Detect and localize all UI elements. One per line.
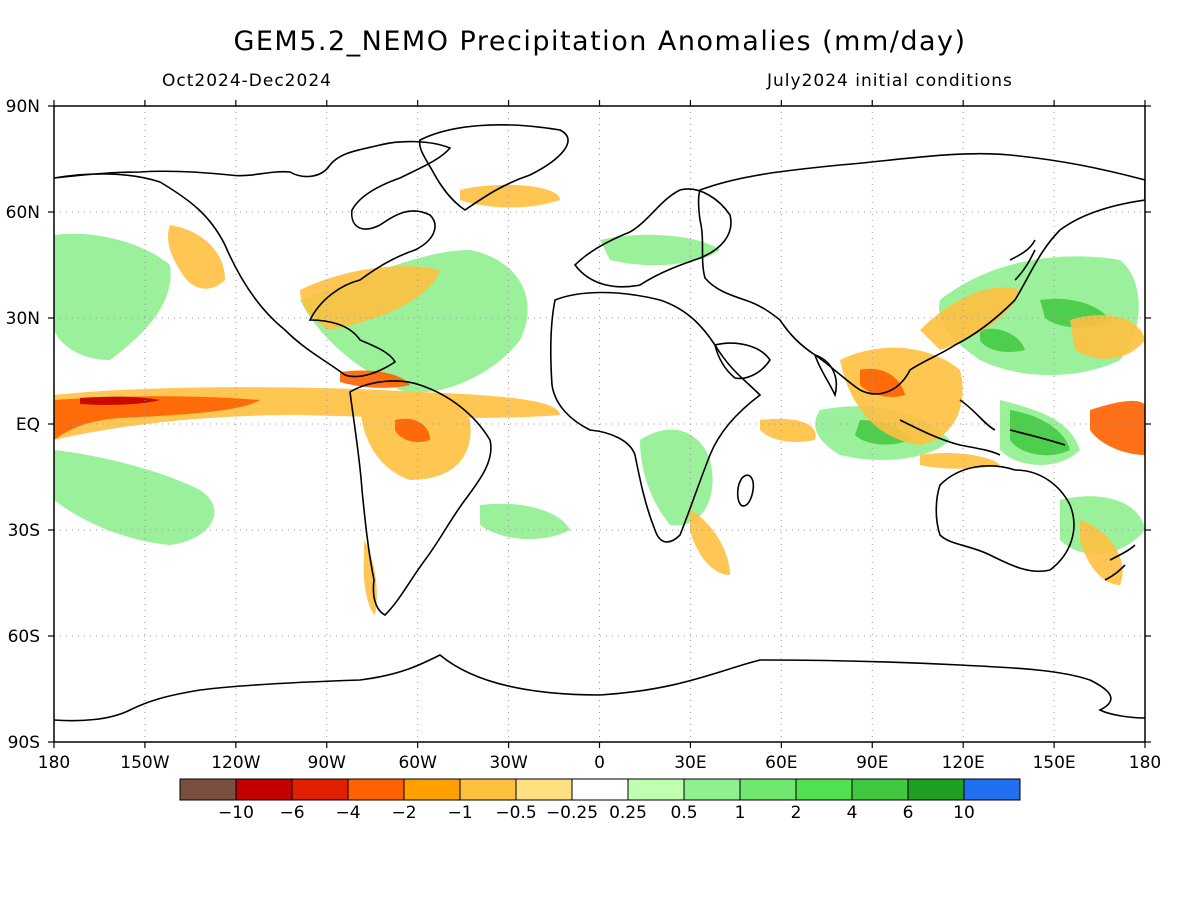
africa-outline bbox=[549, 291, 762, 543]
colorbar-swatch bbox=[739, 778, 797, 801]
forecast-period: Oct2024-Dec2024 bbox=[162, 71, 332, 91]
colorbar-label: −1 bbox=[447, 803, 472, 823]
arabia-india-outline bbox=[714, 342, 837, 398]
longitude-label: 180 bbox=[1129, 753, 1161, 773]
latitude-label: EQ bbox=[16, 415, 40, 435]
latitude-label: 30N bbox=[6, 309, 40, 329]
latitude-label: 90N bbox=[6, 97, 40, 117]
colorbar-swatch bbox=[683, 778, 741, 801]
colorbar-label: −2 bbox=[391, 803, 416, 823]
longitude-label: 30E bbox=[674, 753, 706, 773]
longitude-label: 120W bbox=[211, 753, 260, 773]
colorbar-label: 2 bbox=[791, 803, 802, 823]
colorbar-label: −10 bbox=[218, 803, 254, 823]
colorbar-swatch bbox=[291, 778, 349, 801]
longitude-label: 60E bbox=[765, 753, 797, 773]
coastlines bbox=[54, 124, 1145, 722]
south-america-outline bbox=[349, 380, 492, 616]
longitude-label: 0 bbox=[594, 753, 605, 773]
longitude-label: 30W bbox=[489, 753, 528, 773]
antarctica-outline bbox=[54, 654, 1145, 722]
colorbar-swatch bbox=[179, 778, 237, 801]
map-title: GEM5.2_NEMO Precipitation Anomalies (mm/… bbox=[233, 26, 967, 57]
colorbar-swatch bbox=[459, 778, 517, 801]
colorbar-label: 10 bbox=[953, 803, 975, 823]
colorbar-swatch bbox=[571, 778, 629, 801]
australia-outline bbox=[935, 465, 1075, 573]
colorbar-label: 6 bbox=[903, 803, 914, 823]
longitude-label: 90W bbox=[308, 753, 347, 773]
colorbar-swatch bbox=[907, 778, 965, 801]
latitude-labels: 90N 60N 30N EQ 30S 60S 90S bbox=[6, 97, 40, 753]
colorbar-swatch bbox=[515, 778, 573, 801]
colorbar-swatch bbox=[627, 778, 685, 801]
graticule bbox=[54, 106, 1145, 742]
latitude-label: 90S bbox=[8, 733, 40, 753]
initial-conditions: July2024 initial conditions bbox=[767, 71, 1013, 91]
latitude-label: 60S bbox=[8, 627, 40, 647]
colorbar-label: 4 bbox=[847, 803, 858, 823]
colorbar-swatch bbox=[347, 778, 405, 801]
longitude-labels: 180 150W 120W 90W 60W 30W 0 30E 60E 90E 120E 150E 18… bbox=[38, 753, 1161, 773]
greenland-outline bbox=[418, 124, 569, 211]
colorbar-label: −0.5 bbox=[495, 803, 536, 823]
colorbar-swatch bbox=[795, 778, 853, 801]
new-zealand-outline bbox=[1104, 544, 1136, 581]
colorbar-swatch bbox=[235, 778, 293, 801]
longitude-label: 90E bbox=[856, 753, 888, 773]
colorbar-swatch bbox=[963, 778, 1021, 801]
latitude-label: 30S bbox=[8, 521, 40, 541]
europe-outline bbox=[573, 188, 732, 288]
longitude-label: 180 bbox=[38, 753, 70, 773]
colorbar-swatch bbox=[851, 778, 909, 801]
colorbar-label: −6 bbox=[279, 803, 304, 823]
axis-ticks bbox=[48, 100, 1151, 748]
colorbar-label: 0.5 bbox=[670, 803, 697, 823]
colorbar bbox=[179, 778, 1021, 801]
colorbar-labels: −10 −6 −4 −2 −1 −0.5 −0.25 0.25 0.5 1 2 4 6 10 bbox=[218, 803, 975, 823]
asia-outline bbox=[697, 152, 1145, 395]
madagascar-outline bbox=[736, 474, 755, 507]
colorbar-label: 0.25 bbox=[609, 803, 647, 823]
latitude-label: 60N bbox=[6, 203, 40, 223]
japan-outline bbox=[1009, 239, 1036, 281]
anomaly-field bbox=[54, 184, 1145, 615]
longitude-label: 150E bbox=[1032, 753, 1075, 773]
colorbar-swatch bbox=[403, 778, 461, 801]
colorbar-label: −0.25 bbox=[546, 803, 598, 823]
colorbar-label: 1 bbox=[735, 803, 746, 823]
longitude-label: 60W bbox=[398, 753, 437, 773]
longitude-label: 150W bbox=[120, 753, 169, 773]
longitude-label: 120E bbox=[942, 753, 985, 773]
colorbar-label: −4 bbox=[335, 803, 360, 823]
north-america-outline bbox=[54, 140, 452, 378]
maritime-continent-outline bbox=[899, 399, 1066, 456]
